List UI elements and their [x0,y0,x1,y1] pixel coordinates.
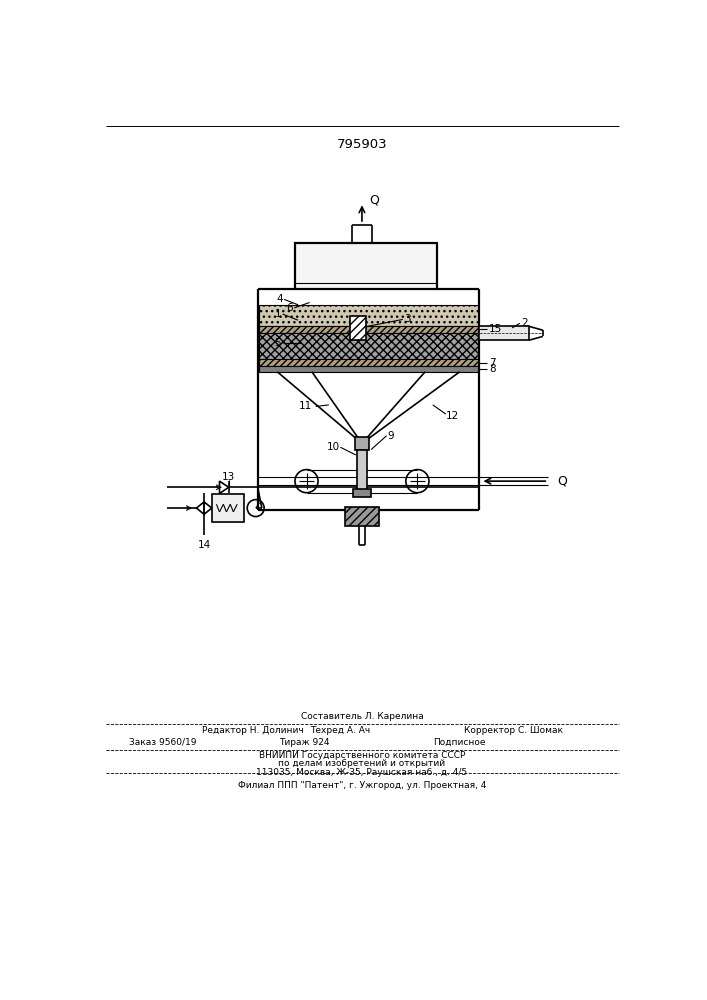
Text: Q: Q [369,194,379,207]
Text: Тираж 924: Тираж 924 [279,738,329,747]
Text: 113035, Москва, Ж-35, Раушская наб., д. 4/5: 113035, Москва, Ж-35, Раушская наб., д. … [257,768,467,777]
Text: по делам изобретений и открытий: по делам изобретений и открытий [279,759,445,768]
Bar [212,494,244,522]
Text: 8: 8 [489,364,496,374]
Text: 15: 15 [489,324,502,334]
Text: Корректор С. Шомак: Корректор С. Шомак [464,726,563,735]
Bar [259,359,478,366]
Text: Заказ 9560/19: Заказ 9560/19 [129,738,196,747]
Bar [479,326,529,340]
Polygon shape [204,502,212,514]
Bar [357,450,366,491]
Text: Редактор Н. Долинич: Редактор Н. Долинич [201,726,303,735]
Bar [259,333,478,359]
Bar [259,305,478,326]
Bar [351,316,366,340]
Bar [344,507,379,526]
Text: 13: 13 [222,472,235,482]
Text: 10: 10 [327,442,340,452]
Text: 3: 3 [404,314,411,324]
Text: 4: 4 [276,294,283,304]
Text: 795903: 795903 [337,138,387,151]
Text: Подписное: Подписное [433,738,485,747]
Text: 7: 7 [489,358,496,368]
Text: Техред А. Ач: Техред А. Ач [310,726,370,735]
Polygon shape [219,481,229,493]
Polygon shape [197,502,204,514]
Text: 12: 12 [445,411,459,421]
Bar [259,326,478,333]
Text: 11: 11 [299,401,312,411]
Text: 1: 1 [274,309,281,319]
Text: ВНИИПИ Государственного комитета СССР: ВНИИПИ Государственного комитета СССР [259,751,465,760]
Text: 5: 5 [274,338,281,348]
Text: Составитель Л. Карелина: Составитель Л. Карелина [300,712,423,721]
Bar [355,437,369,450]
Bar [353,489,371,497]
Text: Филиал ППП "Патент", г. Ужгород, ул. Проектная, 4: Филиал ППП "Патент", г. Ужгород, ул. Про… [238,781,486,790]
Bar [295,243,437,289]
Text: 6: 6 [286,303,293,313]
Text: 2: 2 [521,318,528,328]
Text: 9: 9 [387,431,394,441]
Text: Q: Q [558,475,568,488]
Text: 14: 14 [197,540,211,550]
Bar [259,366,478,372]
